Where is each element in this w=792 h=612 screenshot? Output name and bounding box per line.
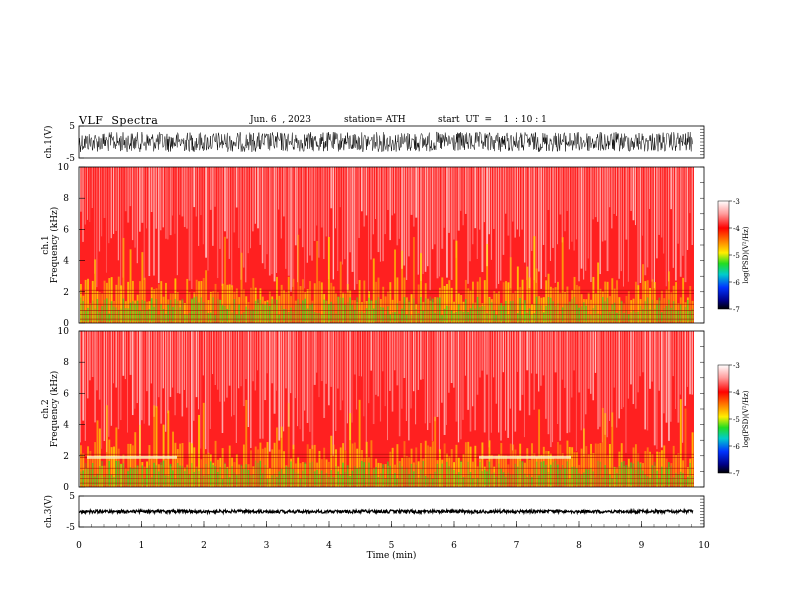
ch1-spectrogram-ytick: 10 <box>58 163 70 173</box>
x-tick-label: 4 <box>326 541 332 551</box>
x-tick-label: 2 <box>201 541 207 551</box>
ch2-spectrogram-colorbar-ticklabel: -5 <box>733 416 740 424</box>
ch1-spectrogram-ylabel: ch.1 <box>41 235 51 254</box>
x-tick-label: 1 <box>139 541 145 551</box>
ch1-spectrogram-ytick: 4 <box>63 257 69 267</box>
ch2-spectrogram-ylabel: ch.2 <box>41 399 51 418</box>
ch1-spectrogram <box>78 166 732 324</box>
chart-title: VLF Spectra <box>79 114 159 127</box>
ch1-spectrogram-ytick: 0 <box>63 319 69 329</box>
ch1-waveform-ylabel: ch.1(V) <box>43 126 54 159</box>
ch1-spectrogram-ytick: 8 <box>63 194 69 204</box>
ch2-spectrogram-colorbar <box>717 364 730 474</box>
start-time-label: start UT = 1 : 10 : 1 <box>438 115 547 125</box>
ch1-spectrogram-ylabel: Frequency (kHz) <box>49 207 60 284</box>
ch2-spectrogram-ytick: 0 <box>63 483 69 493</box>
ch1-waveform-ytick: 5 <box>69 122 75 132</box>
ch3-waveform-ytick: -5 <box>66 523 75 533</box>
x-tick-label: 5 <box>389 541 395 551</box>
ch1-spectrogram-ytick: 2 <box>63 288 69 298</box>
ch2-spectrogram-colorbar-label: log(PSD)(V²/Hz) <box>742 390 750 447</box>
ch1-waveform-trace <box>78 131 694 153</box>
x-tick-label: 3 <box>264 541 270 551</box>
ch3-waveform-ytick: 5 <box>69 492 75 502</box>
station-label: station= ATH <box>344 115 406 125</box>
ch2-spectrogram-ylabel: Frequency (kHz) <box>49 371 60 448</box>
ch2-spectrogram-colorbar-ticklabel: -3 <box>733 362 740 370</box>
x-tick-label: 9 <box>639 541 645 551</box>
ch1-spectrogram-ytick: 6 <box>63 225 69 235</box>
ch1-waveform-ytick: -5 <box>66 154 75 164</box>
ch1-spectrogram-colorbar-ticklabel: -3 <box>733 198 740 206</box>
x-tick-label: 8 <box>576 541 582 551</box>
x-tick-label: 0 <box>76 541 82 551</box>
ch3-waveform-trace <box>78 507 694 516</box>
ch2-spectrogram-ytick: 4 <box>63 421 69 431</box>
ch1-spectrogram-colorbar <box>717 200 730 310</box>
x-tick-label: 10 <box>698 541 710 551</box>
ch3-waveform-ylabel: ch.3(V) <box>43 495 54 528</box>
ch1-waveform <box>78 125 705 159</box>
ch2-spectrogram-ytick: 2 <box>63 452 69 462</box>
ch1-spectrogram-colorbar-ticklabel: -7 <box>733 306 740 314</box>
ch2-spectrogram <box>78 330 732 488</box>
ch2-spectrogram-ytick: 10 <box>58 327 70 337</box>
ch1-spectrogram-colorbar-ticklabel: -6 <box>733 279 740 287</box>
x-tick-label: 7 <box>514 541 520 551</box>
ch1-spectrogram-colorbar-ticklabel: -5 <box>733 252 740 260</box>
date-label: Jun. 6 , 2023 <box>250 115 311 125</box>
ch2-spectrogram-colorbar-ticklabel: -7 <box>733 470 740 478</box>
ch2-spectrogram-colorbar-ticklabel: -4 <box>733 389 740 397</box>
ch2-spectrogram-ytick: 8 <box>63 358 69 368</box>
ch1-spectrogram-colorbar-ticklabel: -4 <box>733 225 740 233</box>
ch2-spectrogram-colorbar-ticklabel: -6 <box>733 443 740 451</box>
x-tick-label: 6 <box>451 541 457 551</box>
ch1-spectrogram-colorbar-label: log(PSD)(V²/Hz) <box>742 226 750 283</box>
ch1-spectrogram-background <box>80 167 694 323</box>
x-axis-label: Time (min) <box>367 550 417 561</box>
ch2-spectrogram-ytick: 6 <box>63 389 69 399</box>
